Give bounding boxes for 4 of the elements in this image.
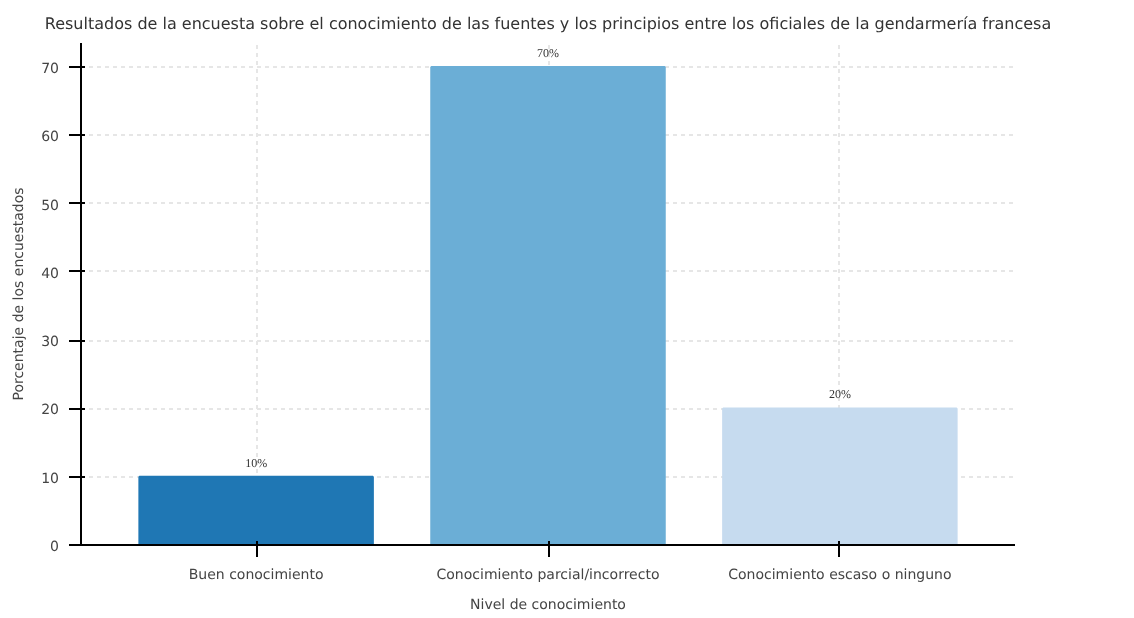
bar <box>430 65 666 545</box>
chart-title: Resultados de la encuesta sobre el conocimiento de las fuentes y los principios entre los oficiales de la gendarmería francesa <box>44 15 1052 33</box>
bar <box>138 475 374 545</box>
bar <box>722 407 958 545</box>
